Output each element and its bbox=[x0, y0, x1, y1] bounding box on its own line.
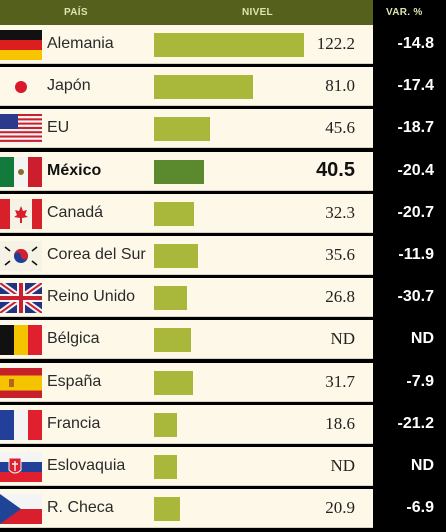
nivel-value: 81.0 bbox=[325, 76, 355, 96]
japan-flag-icon bbox=[0, 72, 42, 103]
nivel-value: 40.5 bbox=[316, 158, 355, 181]
country-name: Corea del Sur bbox=[47, 246, 146, 263]
header-nivel: NIVEL bbox=[242, 7, 273, 18]
france-flag-icon bbox=[0, 409, 42, 440]
uk-flag-icon bbox=[0, 283, 42, 314]
table-row: Reino Unido 26.8 -30.7 bbox=[0, 278, 446, 318]
row-panel bbox=[0, 489, 373, 529]
header-left-panel: PAÍS NIVEL bbox=[0, 0, 373, 25]
country-name: Eslovaquia bbox=[47, 457, 126, 474]
table-row: Canadá 32.3 -20.7 bbox=[0, 193, 446, 233]
nivel-bar bbox=[154, 497, 180, 522]
table-row: España 31.7 -7.9 bbox=[0, 362, 446, 402]
row-panel bbox=[0, 404, 373, 444]
country-name: México bbox=[47, 161, 102, 179]
nivel-bar bbox=[154, 117, 210, 142]
table-row: EU 45.6 -18.7 bbox=[0, 109, 446, 149]
country-name: Reino Unido bbox=[47, 288, 136, 306]
table-row: Corea del Sur 35.6 -11.9 bbox=[0, 236, 446, 275]
nivel-bar bbox=[154, 412, 177, 437]
country-name: Bélgica bbox=[47, 330, 100, 348]
table-row: R. Checa 20.9 -6.9 bbox=[0, 489, 446, 529]
usa-flag-icon bbox=[0, 114, 42, 145]
germany-flag-icon bbox=[0, 30, 42, 60]
nivel-value: 32.3 bbox=[325, 202, 355, 222]
czech-flag-icon bbox=[0, 494, 42, 525]
header-right-panel: VAR. % bbox=[373, 0, 446, 25]
nivel-value: 45.6 bbox=[325, 118, 355, 138]
var-value: -14.8 bbox=[397, 35, 434, 52]
nivel-bar bbox=[154, 159, 204, 184]
var-value: -20.4 bbox=[397, 161, 434, 179]
header-var: VAR. % bbox=[386, 7, 423, 18]
table-row: Japón 81.0 -17.4 bbox=[0, 67, 446, 107]
var-value: -6.9 bbox=[406, 499, 434, 517]
nivel-value: 18.6 bbox=[325, 413, 355, 433]
table-row: Eslovaquia ND ND bbox=[0, 447, 446, 486]
nivel-value: 122.2 bbox=[316, 34, 355, 53]
country-name: España bbox=[47, 372, 102, 390]
nivel-value: ND bbox=[330, 456, 355, 475]
country-name: Francia bbox=[47, 414, 101, 432]
mexico-flag-icon bbox=[0, 156, 42, 187]
var-value: ND bbox=[410, 330, 434, 348]
nivel-value: 31.7 bbox=[325, 371, 355, 391]
var-value: -21.2 bbox=[397, 414, 434, 432]
nivel-bar bbox=[154, 455, 177, 479]
nivel-value: 20.9 bbox=[325, 498, 355, 518]
country-name: Alemania bbox=[47, 35, 114, 52]
nivel-bar bbox=[154, 75, 254, 100]
header-pais: PAÍS bbox=[64, 7, 88, 18]
table-header: PAÍS NIVEL VAR. % bbox=[0, 0, 446, 25]
country-name: R. Checa bbox=[47, 499, 114, 517]
nivel-value: ND bbox=[330, 329, 355, 349]
table-row: Bélgica ND ND bbox=[0, 320, 446, 360]
table-row: Alemania 122.2 -14.8 bbox=[0, 25, 446, 64]
nivel-value: 35.6 bbox=[325, 245, 355, 264]
country-name: EU bbox=[47, 119, 70, 137]
table-row: Francia 18.6 -21.2 bbox=[0, 404, 446, 444]
belgium-flag-icon bbox=[0, 325, 42, 356]
var-value: -11.9 bbox=[398, 246, 434, 263]
spain-flag-icon bbox=[0, 367, 42, 398]
row-panel bbox=[0, 447, 373, 486]
country-name: Japón bbox=[47, 77, 91, 95]
nivel-bar bbox=[154, 370, 193, 395]
canada-flag-icon bbox=[0, 198, 42, 229]
var-value: -30.7 bbox=[397, 288, 434, 306]
table-row: México 40.5 -20.4 bbox=[0, 151, 446, 191]
slovakia-flag-icon bbox=[0, 452, 42, 482]
country-name: Canadá bbox=[47, 203, 104, 221]
nivel-value: 26.8 bbox=[325, 287, 355, 307]
var-value: -20.7 bbox=[397, 203, 434, 221]
var-value: ND bbox=[410, 457, 434, 474]
south-korea-flag-icon bbox=[0, 241, 42, 271]
nivel-bar bbox=[154, 33, 304, 57]
nivel-bar bbox=[154, 328, 191, 353]
var-value: -18.7 bbox=[397, 119, 434, 137]
var-value: -17.4 bbox=[397, 77, 434, 95]
nivel-bar bbox=[154, 244, 198, 268]
var-value: -7.9 bbox=[406, 372, 434, 390]
nivel-bar bbox=[154, 201, 194, 226]
nivel-bar bbox=[154, 286, 187, 311]
